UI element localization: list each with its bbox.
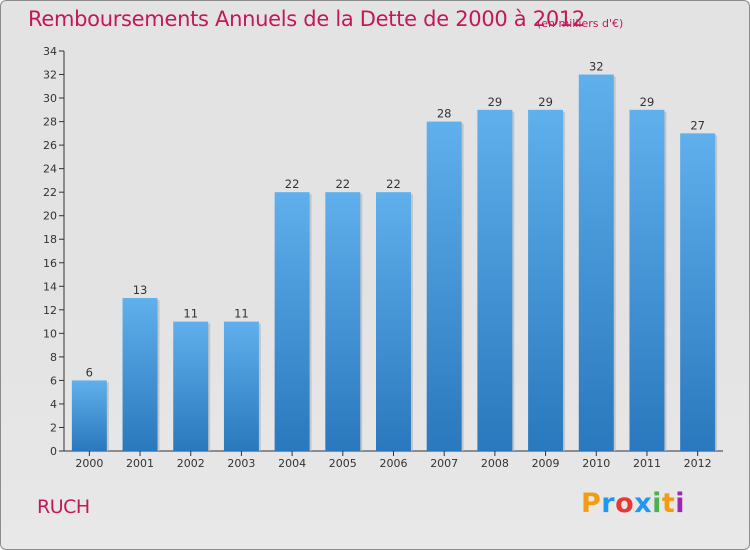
bar <box>477 109 513 451</box>
bar <box>528 109 564 451</box>
y-tick-label: 10 <box>43 327 57 340</box>
y-tick-label: 8 <box>50 351 57 364</box>
y-tick-label: 32 <box>43 69 57 82</box>
y-tick-label: 24 <box>43 163 57 176</box>
bar-value-label: 32 <box>589 60 604 74</box>
y-tick-label: 28 <box>43 116 57 129</box>
y-tick-label: 2 <box>50 421 57 434</box>
logo-letter: i <box>675 488 686 519</box>
y-tick-label: 16 <box>43 257 57 270</box>
x-tick-label: 2011 <box>633 457 661 470</box>
bar-value-label: 22 <box>285 177 300 191</box>
bar <box>173 321 209 451</box>
bar-value-label: 29 <box>538 95 553 109</box>
bar-value-label: 22 <box>335 177 350 191</box>
bars <box>71 74 718 452</box>
y-tick-label: 30 <box>43 92 57 105</box>
x-tick-label: 2004 <box>278 457 306 470</box>
x-tick-label: 2010 <box>582 457 610 470</box>
y-tick-label: 26 <box>43 139 57 152</box>
logo-letter: i <box>652 488 662 519</box>
bar <box>578 74 614 451</box>
bar <box>426 121 462 452</box>
logo-letter: x <box>634 488 653 519</box>
x-tick-label: 2009 <box>532 457 560 470</box>
bar-value-label: 11 <box>234 307 249 321</box>
x-tick-label: 2000 <box>75 457 103 470</box>
data-labels: 6 13 11 11 22 22 22 28 29 29 32 29 27 <box>86 60 705 380</box>
bar-value-label: 29 <box>640 95 655 109</box>
y-tick-label: 22 <box>43 186 57 199</box>
y-tick-label: 0 <box>50 445 57 458</box>
bar-value-label: 13 <box>133 283 148 297</box>
bar <box>629 109 665 451</box>
bar <box>274 192 310 452</box>
x-tick-label: 2012 <box>684 457 712 470</box>
y-tick-label: 18 <box>43 233 57 246</box>
bar <box>71 380 107 451</box>
x-tick-label: 2001 <box>126 457 154 470</box>
x-tick-label: 2006 <box>380 457 408 470</box>
chart-title: Remboursements Annuels de la Dette de 20… <box>28 7 585 31</box>
bar-value-label: 27 <box>690 118 705 132</box>
x-tick-label: 2005 <box>329 457 357 470</box>
y-tick-label: 12 <box>43 304 57 317</box>
logo-letter: P <box>581 488 602 519</box>
chart-unit: (en milliers d'€) <box>537 17 624 30</box>
logo-letter: t <box>661 488 676 519</box>
bar-value-label: 29 <box>488 95 503 109</box>
x-tick-label: 2007 <box>430 457 458 470</box>
bar <box>122 298 158 451</box>
bar-value-label: 22 <box>386 177 401 191</box>
logo-letter: r <box>601 488 616 519</box>
bar <box>223 321 259 451</box>
bar <box>376 192 411 452</box>
y-tick-label: 20 <box>43 210 57 223</box>
bar-value-label: 28 <box>437 107 452 121</box>
y-tick-label: 6 <box>50 374 57 387</box>
y-tick-label: 34 <box>43 45 57 58</box>
bar <box>680 133 716 451</box>
x-axis: 2000 2001 2002 2003 2004 2005 2006 2007 2008 2009… <box>64 450 723 470</box>
x-tick-label: 2003 <box>227 457 255 470</box>
x-tick-label: 2008 <box>481 457 509 470</box>
place-name: RUCH <box>37 496 90 518</box>
y-tick-label: 14 <box>43 280 57 293</box>
logo-letter: o <box>615 488 635 519</box>
x-tick-label: 2002 <box>177 457 205 470</box>
bar <box>325 192 361 452</box>
y-tick-label: 4 <box>50 398 57 411</box>
bar-value-label: 6 <box>86 365 93 379</box>
proxiti-logo[interactable]: Proxiti <box>581 488 685 519</box>
bar-value-label: 11 <box>183 307 198 321</box>
